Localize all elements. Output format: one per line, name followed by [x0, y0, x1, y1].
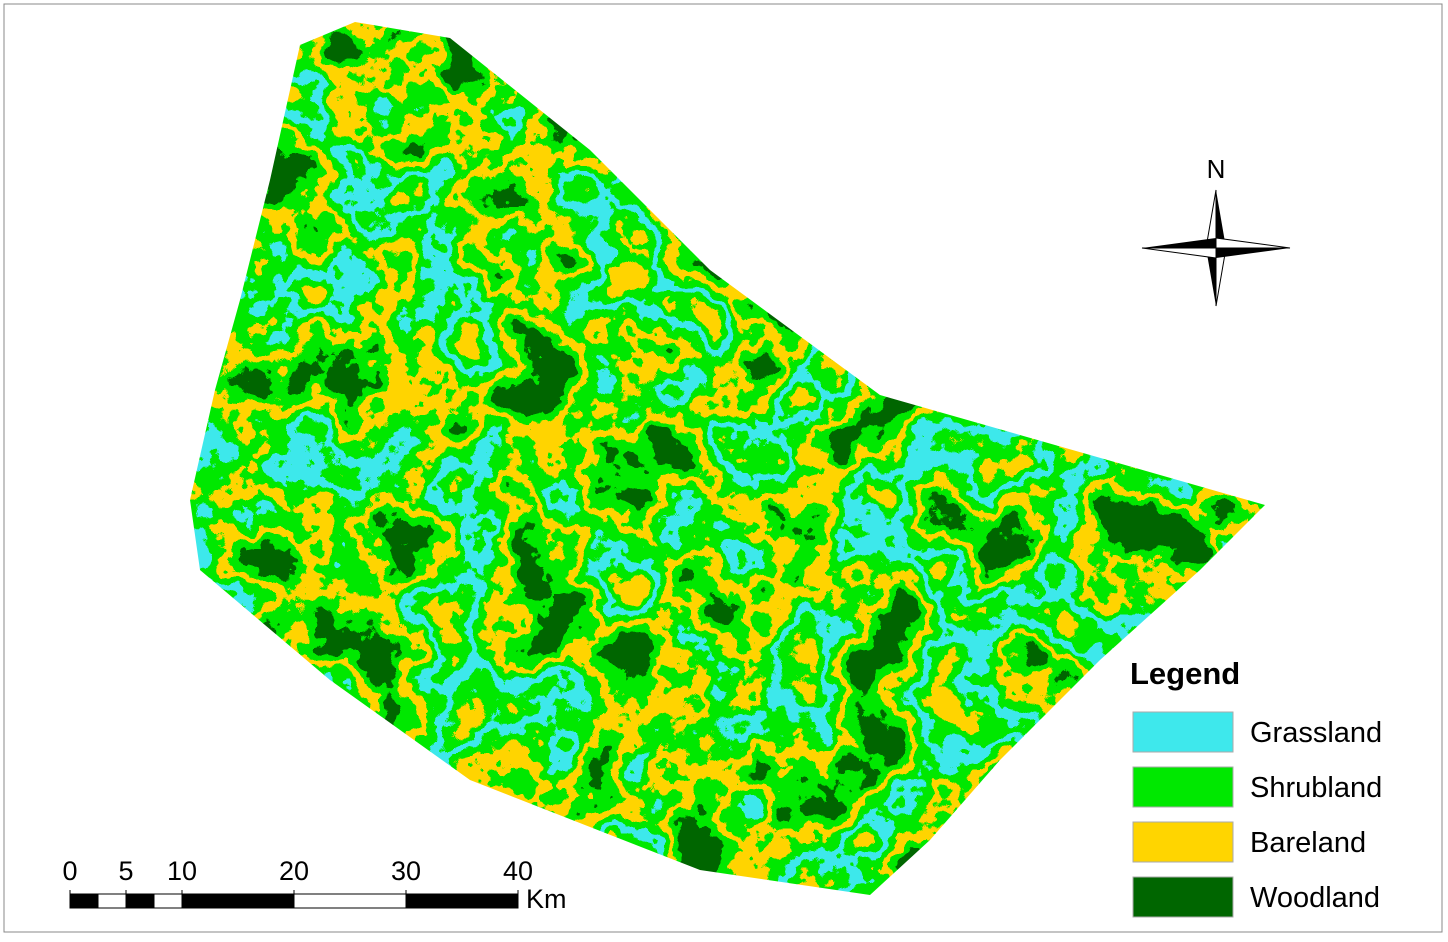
scale-tick-label: 20	[279, 856, 309, 886]
scale-segment	[294, 894, 406, 908]
scale-tick-label: 10	[167, 856, 197, 886]
land-cover-raster	[180, 15, 1280, 905]
scale-segment	[154, 894, 182, 908]
scale-tick-label: 40	[503, 856, 533, 886]
scale-tick-label: 5	[118, 856, 133, 886]
scale-segment	[70, 894, 98, 908]
legend-swatch	[1133, 822, 1233, 862]
legend-swatch	[1133, 712, 1233, 752]
land-cover-region	[180, 15, 1280, 905]
legend-swatch	[1133, 877, 1233, 917]
north-label: N	[1207, 154, 1226, 184]
legend-title: Legend	[1130, 656, 1240, 691]
legend-label: Bareland	[1250, 827, 1366, 859]
legend-label: Grassland	[1250, 717, 1382, 749]
map-figure: N Legend Grassland Shrubland Bareland Woodl…	[0, 0, 1448, 937]
scale-segment	[126, 894, 154, 908]
scale-segment	[182, 894, 294, 908]
north-arrow: N	[1142, 154, 1290, 306]
legend-label: Shrubland	[1250, 772, 1382, 804]
scale-segment	[98, 894, 126, 908]
legend-label: Woodland	[1250, 882, 1380, 914]
legend-swatch	[1133, 767, 1233, 807]
scale-tick-label: 0	[62, 856, 77, 886]
scale-segment	[406, 894, 518, 908]
scale-tick-label: 30	[391, 856, 421, 886]
legend: Legend Grassland Shrubland Bareland Woodlan…	[1130, 656, 1382, 917]
scale-unit: Km	[526, 884, 567, 914]
